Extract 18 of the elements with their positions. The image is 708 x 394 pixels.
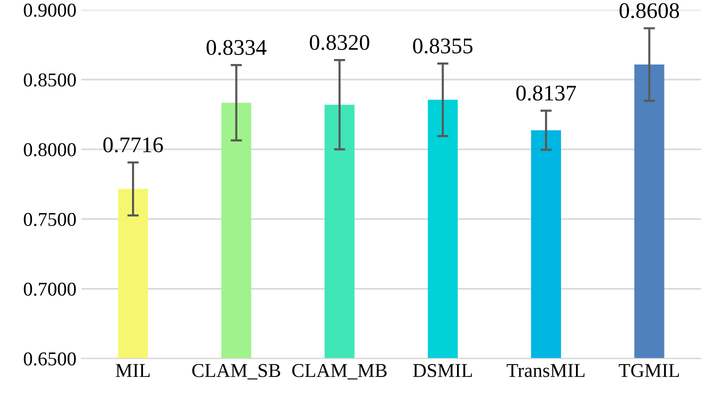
data-label: 0.8137 (516, 86, 576, 101)
y-tick-label: 0.7000 (24, 282, 76, 296)
data-label: 0.8355 (413, 38, 472, 54)
x-tick-label: CLAM_SB (192, 364, 280, 380)
x-tick-label: DSMIL (413, 364, 472, 378)
y-tick-label: 0.8000 (24, 143, 76, 156)
x-tick-label: TGMIL (618, 364, 679, 378)
data-label: 0.8334 (206, 40, 267, 56)
data-label: 0.7716 (103, 137, 163, 152)
x-tick-label: TransMIL (506, 364, 584, 378)
y-tick-label: 0.8500 (24, 73, 76, 87)
y-tick-label: 0.7500 (24, 212, 76, 226)
x-tick-label: MIL (116, 364, 150, 377)
data-label: 0.8320 (310, 34, 370, 50)
x-tick-label: CLAM_MB (292, 364, 387, 380)
y-tick-label: 0.6500 (24, 352, 76, 366)
data-label: 0.8608 (620, 3, 680, 18)
y-tick-label: 0.9000 (24, 4, 76, 17)
